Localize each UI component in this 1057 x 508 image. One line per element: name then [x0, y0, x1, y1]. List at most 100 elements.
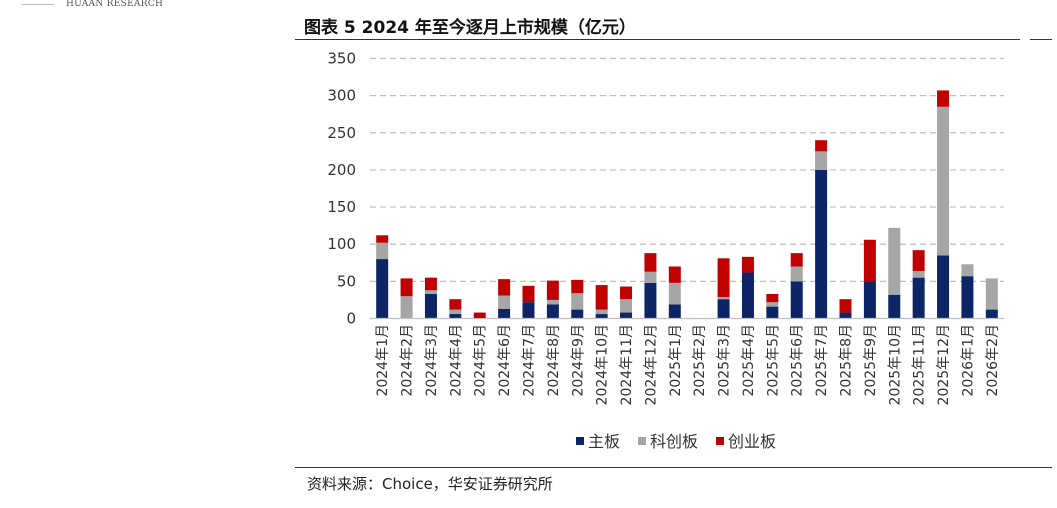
bar-segment — [473, 312, 486, 318]
y-tick-label: 50 — [337, 272, 356, 290]
bar-segment — [863, 239, 876, 282]
x-tick-label: 2025年9月 — [863, 324, 879, 397]
bar-segment — [790, 281, 803, 319]
y-tick-label: 300 — [327, 87, 356, 105]
bar-segment — [400, 296, 413, 319]
x-tick-label: 2026年1月 — [960, 324, 976, 397]
x-tick-label: 2025年11月 — [912, 324, 928, 405]
bar-segment — [498, 308, 511, 319]
bar-segment — [668, 266, 681, 283]
bar-segment — [717, 296, 730, 300]
x-tick-label: 2024年2月 — [400, 324, 416, 397]
bar-segment — [985, 278, 998, 310]
x-tick-label: 2026年2月 — [985, 324, 1001, 397]
x-tick-label: 2024年12月 — [643, 324, 659, 405]
bar-segment — [595, 285, 608, 310]
title-rule — [295, 39, 1020, 40]
y-tick-label: 200 — [327, 161, 356, 179]
y-tick-label: 0 — [346, 310, 356, 328]
x-tick-label: 2025年2月 — [692, 324, 708, 397]
bar-segment — [546, 299, 559, 305]
x-tick-label: 2025年12月 — [936, 324, 952, 405]
x-tick-label: 2024年11月 — [619, 324, 635, 405]
y-tick-label: 150 — [327, 198, 356, 216]
legend-swatch — [638, 437, 646, 445]
bar-segment — [741, 272, 754, 319]
bar-segment — [741, 256, 754, 273]
x-tick-label: 2024年3月 — [424, 324, 440, 397]
bar-segment — [839, 312, 852, 319]
bar-segment — [473, 317, 486, 319]
bar-segment — [376, 235, 389, 243]
x-tick-label: 2024年10月 — [595, 324, 611, 405]
bar-segment — [888, 227, 901, 295]
bar-segment — [839, 299, 852, 313]
bar-segment — [766, 302, 779, 307]
source-rule — [295, 467, 1052, 468]
x-tick-label: 2025年7月 — [814, 324, 830, 397]
y-tick-label: 100 — [327, 235, 356, 253]
x-tick-label: 2024年8月 — [546, 324, 562, 397]
bar-segment — [498, 295, 511, 309]
x-tick-label: 2025年8月 — [839, 324, 855, 397]
y-tick-label: 350 — [327, 50, 356, 68]
bar-segment — [937, 255, 950, 319]
x-tick-label: 2025年1月 — [668, 324, 684, 397]
bar-segment — [522, 302, 535, 319]
bar-segment — [449, 314, 462, 319]
x-tick-label: 2024年4月 — [448, 324, 464, 397]
source-note: 资料来源：Choice，华安证券研究所 — [307, 475, 553, 493]
bar-segment — [937, 90, 950, 107]
bar-segment — [644, 282, 657, 319]
bar-segment — [571, 293, 584, 310]
legend-swatch — [716, 437, 724, 445]
bar-segment — [644, 271, 657, 283]
bar-segment — [912, 250, 925, 271]
x-tick-label: 2025年4月 — [741, 324, 757, 397]
bar-segment — [766, 293, 779, 303]
bar-segment — [620, 286, 633, 300]
legend-label: 科创板 — [650, 432, 698, 451]
bar-segment — [376, 242, 389, 260]
bar-segment — [620, 299, 633, 313]
bar-segment — [595, 314, 608, 319]
x-tick-label: 2024年1月 — [375, 324, 391, 397]
brand-name: HUAAN RESEARCH — [66, 0, 164, 9]
legend-label: 创业板 — [728, 432, 776, 451]
bar-segment — [815, 151, 828, 170]
bar-segment — [424, 293, 437, 319]
bar-segment — [449, 299, 462, 310]
bar-segment — [717, 258, 730, 297]
x-tick-label: 2024年9月 — [570, 324, 586, 397]
bar-segment — [937, 106, 950, 256]
bar-segment — [449, 309, 462, 315]
x-tick-label: 2025年6月 — [790, 324, 806, 397]
title-rule-right — [1030, 39, 1052, 40]
bar-segment — [815, 140, 828, 152]
bar-segment — [912, 277, 925, 319]
x-tick-label: 2024年6月 — [497, 324, 513, 397]
bar-segment — [863, 281, 876, 319]
x-tick-label: 2025年10月 — [887, 324, 903, 405]
bar-segment — [522, 285, 535, 303]
bar-segment — [961, 264, 974, 277]
bar-segment — [620, 312, 633, 319]
bar-segment — [668, 282, 681, 305]
x-tick-label: 2025年5月 — [765, 324, 781, 397]
bar-segment — [595, 309, 608, 315]
bar-segment — [571, 279, 584, 294]
bar-segment — [815, 169, 828, 319]
bar-segment — [424, 290, 437, 294]
legend-label: 主板 — [588, 432, 620, 451]
bar-segment — [790, 266, 803, 282]
bar-segment — [790, 253, 803, 267]
bar-segment — [985, 309, 998, 319]
bar-segment — [376, 259, 389, 319]
bar-segment — [912, 270, 925, 278]
bar-segment — [498, 279, 511, 296]
figure-title: 图表 5 2024 年至今逐月上市规模（亿元） — [304, 18, 636, 38]
legend-swatch — [576, 437, 584, 445]
x-tick-label: 2024年5月 — [473, 324, 489, 397]
x-tick-label: 2025年3月 — [717, 324, 733, 397]
y-tick-label: 250 — [327, 124, 356, 142]
